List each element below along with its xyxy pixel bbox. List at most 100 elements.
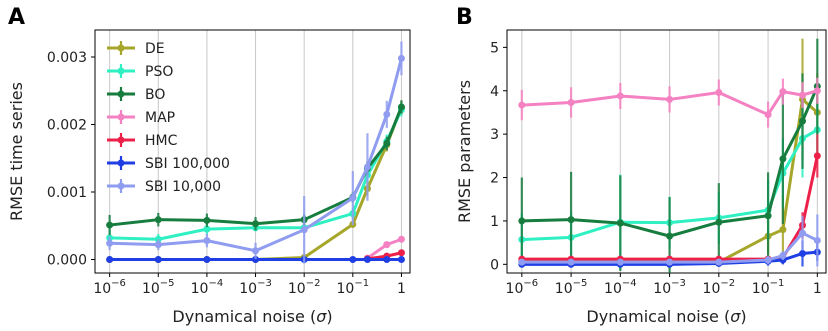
y-tick-label: 5 [490,40,499,56]
legend-swatch-marker [117,44,125,52]
y-tick-label: 1 [490,214,499,230]
legend-swatch-marker [117,113,125,121]
x-tick-label: 1 [397,281,406,297]
data-point [106,256,114,263]
series-sbi-10-000 [518,214,821,267]
legend-label: HMC [145,133,178,149]
data-point [567,98,575,106]
data-point [715,88,723,96]
y-tick-label: 0.002 [47,118,87,134]
data-point [779,226,787,234]
chart-panel-a: A 10−6 10−5 10−4 10−3 10−2 10−1 1 0.000 0.001 0.00… [7,5,411,326]
legend-label: DE [145,41,165,57]
data-point [799,117,807,125]
y-tick-label: 0.003 [47,50,87,66]
data-point [764,256,772,264]
legend-swatch-marker [117,136,125,144]
data-point [203,225,211,233]
panel-letter: B [456,5,473,30]
data-point [300,226,308,234]
data-point [799,249,807,257]
x-tick-label: 10−4 [191,278,224,297]
x-tick-label: 10−2 [288,278,321,297]
data-point [799,229,807,237]
series-sbi-10-000 [106,41,405,264]
data-point [779,252,787,260]
x-tick-label: 1 [813,281,822,297]
data-point [203,237,211,245]
data-point [616,258,624,266]
data-point [567,216,575,224]
x-tick-label: 10−1 [337,278,370,297]
data-point [397,103,405,111]
data-point [715,258,723,266]
legend-item: SBI 10,000 [107,179,221,195]
legend-item: PSO [107,64,173,80]
x-tick-label: 10−6 [506,278,539,297]
legend-label: SBI 10,000 [145,179,221,195]
data-point [252,247,260,255]
legend-swatch-marker [117,159,125,167]
y-axis-label: RMSE time series [7,82,26,221]
data-point [363,163,371,171]
legend-label: PSO [145,64,173,80]
legend-swatch-marker [117,90,125,98]
data-point [383,241,391,249]
legend-swatch-marker [117,182,125,190]
x-tick-label: 10−6 [93,278,126,297]
plot-frame [94,29,411,274]
x-axis-label: Dynamical noise (σ) [586,307,746,326]
legend-item: DE [107,41,165,57]
data-point [813,87,821,95]
data-point [363,256,371,263]
legend-item: MAP [107,110,175,126]
legend-label: MAP [145,110,175,126]
data-point [666,258,674,266]
data-point [154,256,162,263]
y-axis-label: RMSE parameters [455,80,474,223]
y-tick-label: 4 [490,84,499,100]
data-point [666,232,674,240]
data-point [616,219,624,227]
data-point [203,256,211,263]
y-tick-label: 0 [490,257,499,273]
data-point [764,212,772,220]
data-point [666,95,674,103]
data-point [383,139,391,147]
legend: DE PSO BO MAP HMC SBI 100,000 SBI 10,000 [107,41,230,195]
x-tick-label: 10−3 [653,278,686,297]
data-point [397,54,405,62]
x-tick-label: 10−5 [142,278,175,297]
legend-label: BO [145,87,165,103]
data-point [397,235,405,243]
data-point [383,110,391,118]
legend-item: BO [107,87,165,103]
chart-panel-b: B 10−6 10−5 10−4 10−3 10−2 10−1 1 0 1 2 3 4 5 Dynamica… [455,5,827,326]
x-axis-label: Dynamical noise (σ) [172,307,332,326]
series-bo [518,38,821,273]
data-point [397,249,405,257]
data-point [616,92,624,100]
x-tick-label: 10−1 [752,278,785,297]
data-point [349,256,357,263]
data-point [397,256,405,263]
data-point [518,101,526,109]
y-tick-label: 0.001 [47,185,87,201]
data-point [252,256,260,263]
series-map [518,77,821,128]
panel-letter: A [8,5,25,30]
data-point [106,221,114,229]
data-point [203,216,211,224]
x-tick-label: 10−5 [555,278,588,297]
legend-label: SBI 100,000 [145,156,230,172]
legend-item: SBI 100,000 [107,156,230,172]
data-point [764,111,772,119]
data-point [154,216,162,224]
data-point [813,152,821,160]
data-point [383,256,391,263]
data-point [518,258,526,266]
y-tick-label: 3 [490,127,499,143]
x-tick-label: 10−3 [239,278,272,297]
data-point [779,88,787,96]
